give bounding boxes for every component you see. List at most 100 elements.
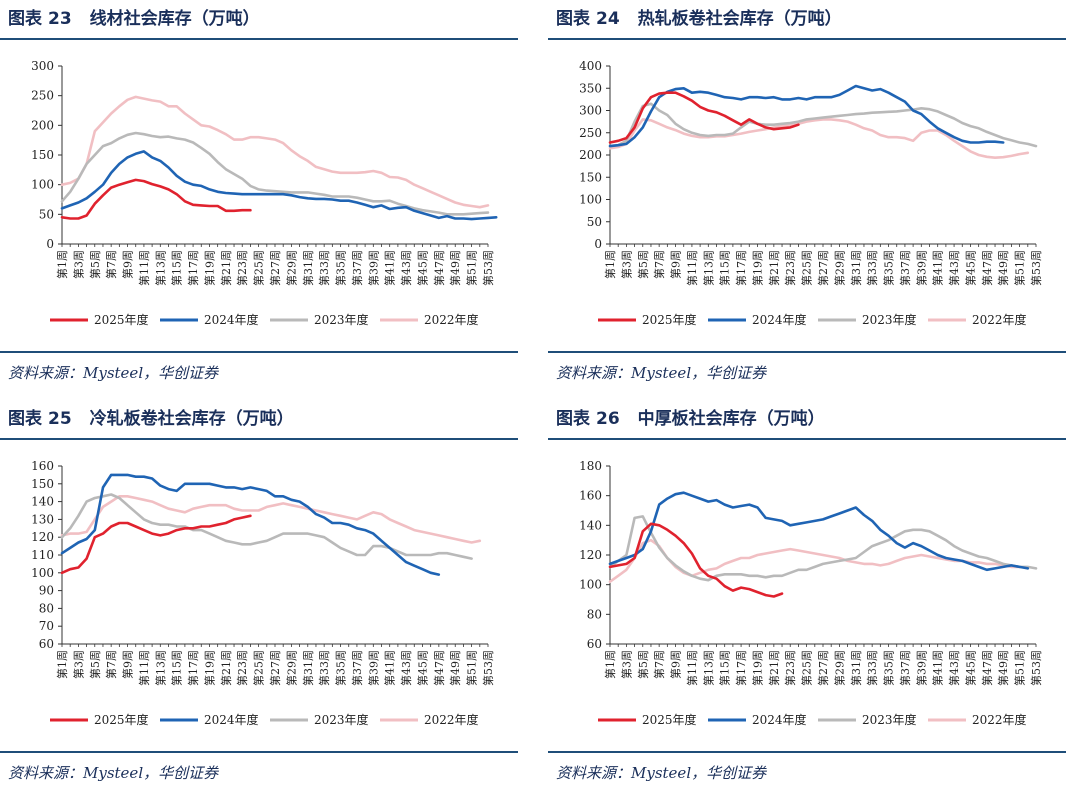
legend-item: 2023年度	[270, 712, 369, 727]
y-tick-label: 200	[579, 148, 602, 162]
y-tick-label: 100	[579, 193, 602, 207]
x-tick-label: 第49周	[448, 650, 462, 686]
legend-label: 2025年度	[642, 712, 697, 727]
bottom-rule	[0, 351, 518, 353]
x-tick-label: 第37周	[898, 650, 912, 686]
x-tick-label: 第39周	[366, 650, 380, 686]
y-tick-label: 140	[579, 518, 602, 532]
x-tick-label: 第17周	[734, 250, 748, 286]
x-tick-label: 第31周	[849, 650, 863, 686]
x-tick-label: 第37周	[350, 650, 364, 686]
legend-item: 2023年度	[818, 712, 917, 727]
x-tick-label: 第1周	[55, 650, 69, 679]
x-tick-label: 第49周	[996, 250, 1010, 286]
figure-title: 线材社会库存（万吨）	[89, 9, 260, 29]
x-tick-label: 第3周	[619, 650, 633, 679]
x-tick-label: 第23周	[783, 250, 797, 286]
legend-label: 2023年度	[314, 712, 369, 727]
series-line-2022年度	[60, 494, 482, 544]
y-tick-label: 150	[579, 170, 602, 184]
legend-label: 2024年度	[204, 312, 259, 327]
x-tick-label: 第33周	[317, 650, 331, 686]
y-tick-label: 200	[31, 118, 54, 132]
y-tick-label: 250	[579, 126, 602, 140]
top-rule	[548, 438, 1066, 440]
x-tick-label: 第41周	[931, 250, 945, 286]
y-tick-label: 100	[31, 566, 54, 580]
x-tick-label: 第53周	[1029, 650, 1043, 686]
x-tick-label: 第7周	[104, 650, 118, 679]
y-tick-label: 60	[587, 637, 602, 651]
x-tick-label: 第1周	[55, 250, 69, 279]
x-tick-label: 第35周	[334, 250, 348, 286]
x-tick-label: 第21周	[767, 650, 781, 686]
y-tick-label: 80	[587, 607, 602, 621]
x-tick-label: 第53周	[481, 250, 495, 286]
legend-label: 2024年度	[752, 312, 807, 327]
x-tick-label: 第43周	[399, 650, 413, 686]
x-tick-label: 第53周	[1029, 250, 1043, 286]
x-tick-label: 第11周	[685, 250, 699, 286]
y-tick-label: 50	[587, 215, 602, 229]
x-tick-label: 第9周	[669, 250, 683, 279]
chart-panel-23: 图表 23 线材社会库存（万吨） 0 50 100 150 200 250 300 第1周 第3周第…	[0, 0, 518, 395]
x-tick-label: 第27周	[268, 650, 282, 686]
y-tick-label: 120	[579, 548, 602, 562]
x-tick-label: 第1周	[603, 250, 617, 279]
x-tick-label: 第31周	[301, 650, 315, 686]
x-tick-label: 第31周	[849, 250, 863, 286]
x-tick-label: 第13周	[153, 250, 167, 286]
series-line-2023年度	[60, 131, 490, 216]
x-tick-label: 第51周	[1013, 250, 1027, 286]
legend-item: 2022年度	[380, 712, 479, 727]
x-tick-label: 第23周	[783, 650, 797, 686]
x-tick-label: 第19周	[202, 650, 216, 686]
series-line-2023年度	[608, 515, 1038, 582]
legend-item: 2025年度	[50, 312, 149, 327]
y-tick-label: 350	[579, 81, 602, 95]
x-tick-label: 第25周	[800, 650, 814, 686]
y-tick-label: 160	[31, 459, 54, 473]
series-line-2024年度	[60, 473, 441, 576]
legend-label: 2025年度	[642, 312, 697, 327]
x-tick-label: 第39周	[366, 250, 380, 286]
legend-label: 2023年度	[862, 312, 917, 327]
x-tick-label: 第17周	[186, 250, 200, 286]
x-tick-label: 第13周	[153, 650, 167, 686]
x-tick-label: 第27周	[816, 650, 830, 686]
series-line-2023年度	[608, 102, 1038, 148]
x-tick-label: 第29周	[284, 250, 298, 286]
x-tick-label: 第7周	[104, 250, 118, 279]
legend-item: 2024年度	[160, 312, 259, 327]
figure-label: 图表	[8, 409, 42, 429]
x-tick-label: 第7周	[652, 650, 666, 679]
legend-item: 2025年度	[598, 312, 697, 327]
chart-title: 图表 25 冷轧板卷社会库存（万吨）	[8, 404, 294, 429]
x-tick-label: 第45周	[415, 250, 429, 286]
figure-number: 26	[596, 409, 620, 429]
legend-label: 2025年度	[94, 312, 149, 327]
x-tick-label: 第27周	[268, 250, 282, 286]
x-tick-label: 第35周	[334, 650, 348, 686]
figure-title: 热轧板卷社会库存（万吨）	[637, 9, 842, 29]
x-tick-label: 第5周	[636, 250, 650, 279]
y-tick-label: 300	[579, 104, 602, 118]
figure-title: 中厚板社会库存（万吨）	[637, 409, 825, 429]
x-tick-label: 第11周	[685, 650, 699, 686]
x-tick-label: 第5周	[88, 650, 102, 679]
series-line-2025年度	[60, 178, 252, 220]
top-rule	[0, 38, 518, 40]
figure-title: 冷轧板卷社会库存（万吨）	[89, 409, 294, 429]
top-rule	[0, 438, 518, 440]
legend-item: 2025年度	[50, 712, 149, 727]
y-tick-label: 140	[31, 495, 54, 509]
y-tick-label: 100	[579, 578, 602, 592]
legend-label: 2022年度	[972, 312, 1027, 327]
y-tick-label: 160	[579, 489, 602, 503]
x-tick-label: 第47周	[432, 250, 446, 286]
x-tick-label: 第1周	[603, 650, 617, 679]
x-tick-label: 第35周	[882, 650, 896, 686]
x-tick-label: 第43周	[947, 250, 961, 286]
x-tick-label: 第33周	[317, 250, 331, 286]
